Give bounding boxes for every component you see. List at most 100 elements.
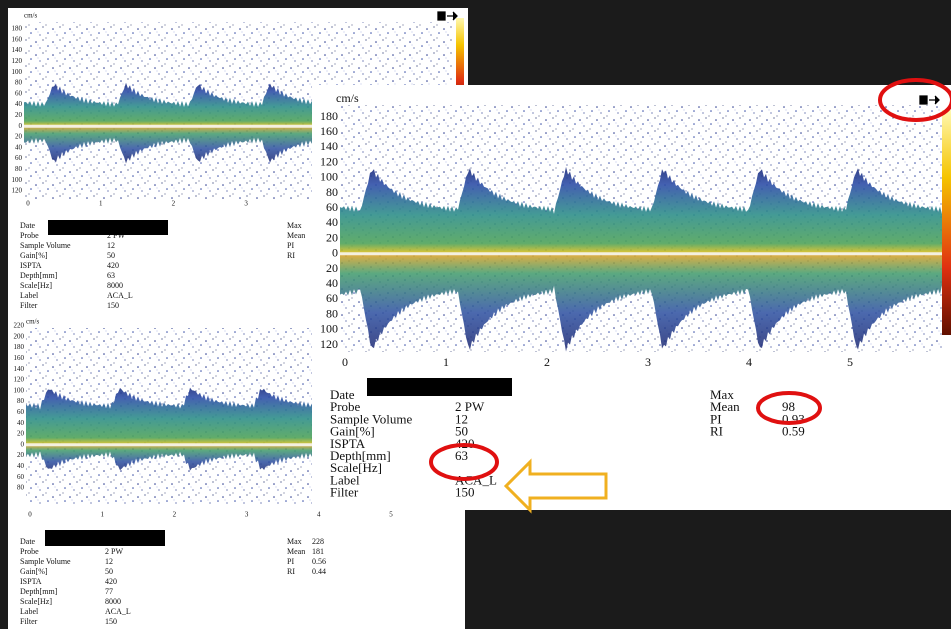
stat-value: 0.56 [312, 557, 326, 566]
stat-label: RI [287, 251, 295, 260]
y-tick-label: 40 [15, 143, 23, 151]
y-tick-label: 120 [12, 57, 23, 65]
y-tick-label: 0 [332, 246, 338, 260]
stat-value: 181 [312, 547, 324, 556]
x-tick-label: 5 [389, 511, 393, 519]
stat-value: 0.59 [782, 424, 805, 439]
info-value: 63 [455, 448, 468, 463]
x-tick-label: 1 [443, 355, 449, 369]
info-label: Depth[mm] [20, 587, 58, 596]
y-tick-label: 40 [17, 462, 25, 470]
info-label: Label [20, 607, 39, 616]
x-tick-label: 2 [173, 511, 177, 519]
y-tick-label: 20 [326, 230, 338, 244]
info-label: Filter [330, 485, 359, 500]
y-tick-label: 80 [17, 397, 25, 405]
y-tick-label: 100 [320, 170, 338, 184]
info-value: 63 [107, 271, 115, 280]
info-value: 8000 [105, 597, 121, 606]
info-label: ISPTA [20, 261, 42, 270]
y-tick-label: 20 [15, 111, 23, 119]
info-label: Label [20, 291, 39, 300]
y-tick-label: 100 [14, 386, 25, 394]
y-tick-label: 180 [320, 109, 338, 123]
info-value: 150 [107, 301, 119, 310]
y-tick-label: 80 [17, 484, 25, 492]
info-label: Filter [20, 301, 38, 310]
info-value: ACA_L [105, 607, 131, 616]
info-value: 150 [105, 617, 117, 626]
redaction-box [367, 378, 512, 396]
info-value: 50 [107, 251, 115, 260]
info-label: Scale[Hz] [20, 597, 52, 606]
y-tick-label: 160 [14, 354, 25, 362]
stat-label: PI [287, 241, 294, 250]
y-tick-label: 120 [12, 187, 23, 195]
info-label: Depth[mm] [20, 271, 58, 280]
y-tick-label: 80 [15, 165, 23, 173]
info-label: Filter [20, 617, 38, 626]
stat-label: Mean [287, 231, 305, 240]
y-tick-label: 0 [19, 122, 23, 130]
x-tick-label: 0 [26, 200, 30, 208]
info-label: Date [20, 537, 36, 546]
redaction-box [48, 220, 168, 235]
y-tick-label: 40 [326, 276, 338, 290]
x-tick-label: 2 [544, 355, 550, 369]
info-label: Sample Volume [20, 557, 71, 566]
info-value: 12 [107, 241, 115, 250]
y-tick-label: 140 [14, 365, 25, 373]
redaction-box [45, 530, 165, 546]
info-value: ACA_L [107, 291, 133, 300]
stat-label: PI [287, 557, 294, 566]
info-label: Gain[%] [20, 251, 48, 260]
info-value: 150 [455, 485, 475, 500]
y-tick-label: 220 [14, 322, 25, 330]
unit-label: cm/s [26, 318, 39, 326]
y-tick-label: 60 [15, 89, 23, 97]
x-tick-label: 1 [99, 200, 103, 208]
info-label: Gain[%] [20, 567, 48, 576]
y-tick-label: 180 [12, 25, 23, 33]
y-tick-label: 20 [15, 133, 23, 141]
info-label: ISPTA [20, 577, 42, 586]
y-tick-label: 20 [17, 430, 25, 438]
y-tick-label: 160 [12, 35, 23, 43]
info-label: Probe [20, 547, 39, 556]
y-tick-label: 0 [21, 440, 25, 448]
y-tick-label: 40 [326, 215, 338, 229]
x-tick-label: 4 [317, 511, 321, 519]
color-bar [942, 110, 951, 335]
y-tick-label: 20 [326, 261, 338, 275]
info-value: 8000 [107, 281, 123, 290]
y-tick-label: 140 [12, 46, 23, 54]
screenshot: cm/s180160140120100806040200204060801001… [0, 0, 951, 629]
y-tick-label: 80 [326, 306, 338, 320]
x-tick-label: 2 [172, 200, 176, 208]
y-tick-label: 100 [12, 68, 23, 76]
unit-label: cm/s [336, 91, 359, 105]
stat-label: RI [710, 424, 723, 439]
info-value: 420 [107, 261, 119, 270]
x-tick-label: 0 [342, 355, 348, 369]
x-tick-label: 3 [645, 355, 651, 369]
y-tick-label: 100 [12, 176, 23, 184]
stat-label: Max [287, 221, 302, 230]
y-tick-label: 60 [326, 291, 338, 305]
stat-value: 0.44 [312, 567, 326, 576]
unit-label: cm/s [24, 12, 37, 20]
info-value: 50 [105, 567, 113, 576]
y-tick-label: 60 [17, 408, 25, 416]
y-tick-label: 100 [320, 322, 338, 336]
y-tick-label: 160 [320, 124, 338, 138]
info-label: Sample Volume [20, 241, 71, 250]
info-value: 420 [105, 577, 117, 586]
panels: cm/s180160140120100806040200204060801001… [8, 8, 951, 629]
stat-label: Mean [287, 547, 305, 556]
info-value: 77 [105, 587, 113, 596]
info-label: Date [20, 221, 36, 230]
page: {"panels": [ {"unit": "cm/s", "yticks": … [0, 0, 951, 629]
y-tick-label: 60 [326, 200, 338, 214]
info-value: 12 [105, 557, 113, 566]
y-tick-label: 120 [14, 376, 25, 384]
